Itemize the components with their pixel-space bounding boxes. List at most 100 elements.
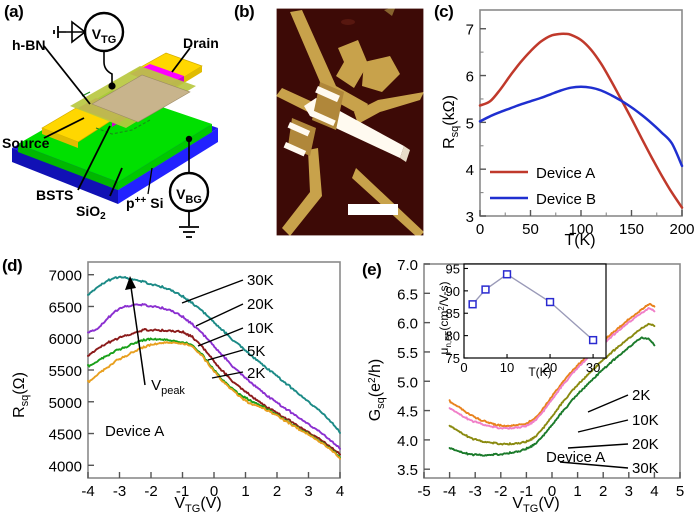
inset-ytick-label: 75 — [446, 351, 460, 366]
debris-1 — [341, 19, 355, 25]
hbn-leader — [43, 45, 91, 105]
panel-e-inset: 0 10 20 30 75 80 85 90 95 — [446, 261, 607, 375]
panel-a-schematic: VTG VBG h-BN Drain Sourc — [2, 11, 219, 238]
xtick-label: 100 — [568, 221, 593, 238]
ytick-label: 4000 — [49, 458, 82, 475]
inset-ytick-label: 80 — [446, 329, 460, 344]
callout-30k: 30K — [247, 272, 274, 289]
inset-xtick-label: 0 — [460, 360, 467, 375]
panel-b-afm-image — [275, 7, 425, 237]
inset-data-marker — [588, 335, 598, 345]
panel-d: (d) -4 -3 -2 -1 0 1 2 3 4 4000 4500 5000 5500 6000 650… — [0, 250, 360, 515]
hbn-layer — [91, 74, 191, 123]
panel-d-ylabel: Rsq(Ω) — [11, 372, 31, 418]
series-2k — [448, 302, 656, 428]
panel-d-label: (d) — [2, 256, 23, 275]
debris-top — [384, 8, 396, 16]
ytick-label: 6500 — [49, 299, 82, 316]
callout-10k: 10K — [247, 320, 274, 337]
pad-highlight-4 — [283, 141, 307, 157]
panel-e-ylabel: Gsq(e2/h) — [367, 359, 387, 422]
callout-line-2k — [587, 394, 629, 413]
inset-data-marker — [468, 300, 477, 309]
xtick-label: 0 — [548, 483, 556, 500]
xtick-label: -2 — [144, 483, 157, 500]
callout-2k: 2K — [247, 365, 265, 382]
series-10k — [448, 307, 656, 430]
ytick-label: 7000 — [49, 268, 82, 285]
lead-right — [354, 92, 424, 124]
inset-ylabel: μn,FE(cm2/V-s) — [437, 282, 453, 355]
vpeak-label: Vpeak — [151, 377, 185, 397]
vpeak-arrow-head — [125, 276, 136, 290]
vpeak-arrow-line — [129, 279, 146, 386]
xtick-label: 0 — [476, 221, 484, 238]
xtick-label: -4 — [81, 483, 94, 500]
callout-30k: 30K — [632, 460, 659, 477]
pad-highlight-2 — [309, 110, 336, 127]
callout-5k: 5K — [247, 343, 265, 360]
series-20k — [87, 303, 341, 450]
ytick-label: 5000 — [49, 395, 82, 412]
inset-xlabel: T(K) — [528, 365, 551, 379]
panel-c-legend: Device A Device B — [490, 165, 596, 208]
panel-d-callouts: 30K 20K 10K 5K 2K — [181, 272, 274, 382]
callout-2k: 2K — [632, 387, 650, 404]
xtick-label: 5 — [676, 483, 684, 500]
callout-20k: 20K — [632, 436, 659, 453]
ytick-label: 4500 — [49, 427, 82, 444]
panel-d-device-label: Device A — [105, 423, 164, 440]
oxide-front-left — [18, 144, 118, 190]
ytick-label: 5.0 — [397, 374, 418, 391]
sio2-leader — [109, 167, 123, 197]
panel-e-device-label: Device A — [546, 449, 605, 466]
inset-xtick-label: 20 — [543, 360, 557, 375]
inset-ytick-label: 90 — [446, 284, 460, 299]
bsts-label: BSTS — [36, 187, 73, 203]
callout-line-5k — [207, 349, 244, 361]
source-label: Source — [2, 135, 50, 151]
si-doping-label: p++ Si — [126, 195, 163, 211]
ytick-label: 6 — [466, 69, 474, 86]
xtick-label: -4 — [443, 483, 456, 500]
series-20k — [448, 322, 656, 446]
ytick-label: 6.0 — [397, 316, 418, 333]
ytick-label: 5.5 — [397, 345, 418, 362]
bsts-leader — [77, 125, 111, 191]
sio2-label: SiO2 — [76, 203, 106, 222]
ytick-label: 4.0 — [397, 433, 418, 450]
pad-highlight-1 — [315, 85, 340, 103]
xtick-label: 3 — [625, 483, 633, 500]
xtick-label: -3 — [469, 483, 482, 500]
panel-a-label: (a) — [4, 2, 24, 21]
lead-top-left — [290, 10, 368, 116]
callout-line-30k — [181, 279, 244, 304]
legend-label-device-a: Device A — [536, 165, 595, 182]
vtg-ground-triangle — [71, 20, 87, 44]
afm-scalebar — [348, 204, 398, 215]
ytick-label: 5500 — [49, 363, 82, 380]
xtick-label: -3 — [113, 483, 126, 500]
xtick-label: 2 — [273, 483, 281, 500]
vtg-contact-dot — [108, 82, 116, 90]
drain-label: Drain — [183, 35, 219, 51]
xtick-label: -1 — [176, 483, 189, 500]
inset-ytick-label: 95 — [446, 261, 460, 276]
inset-data-marker — [545, 297, 555, 307]
inset-data-marker — [502, 270, 512, 279]
source-electrode-side — [42, 128, 78, 148]
lead-bottom-left — [282, 148, 322, 236]
callout-line-20k — [567, 443, 629, 449]
substrate-front-right — [118, 128, 218, 204]
callout-line-20k — [195, 303, 244, 327]
panel-b: (b) — [232, 0, 432, 250]
drain-leader — [171, 47, 191, 73]
xtick-label: 50 — [522, 221, 539, 238]
series-device-a — [478, 32, 684, 209]
ytick-label: 3 — [466, 209, 474, 226]
series-2k — [87, 341, 341, 460]
vtg-ground-symbol — [53, 26, 59, 38]
legend-label-device-b: Device B — [536, 191, 596, 208]
series-30k — [448, 336, 656, 457]
inset-ytick-label: 85 — [446, 306, 460, 321]
